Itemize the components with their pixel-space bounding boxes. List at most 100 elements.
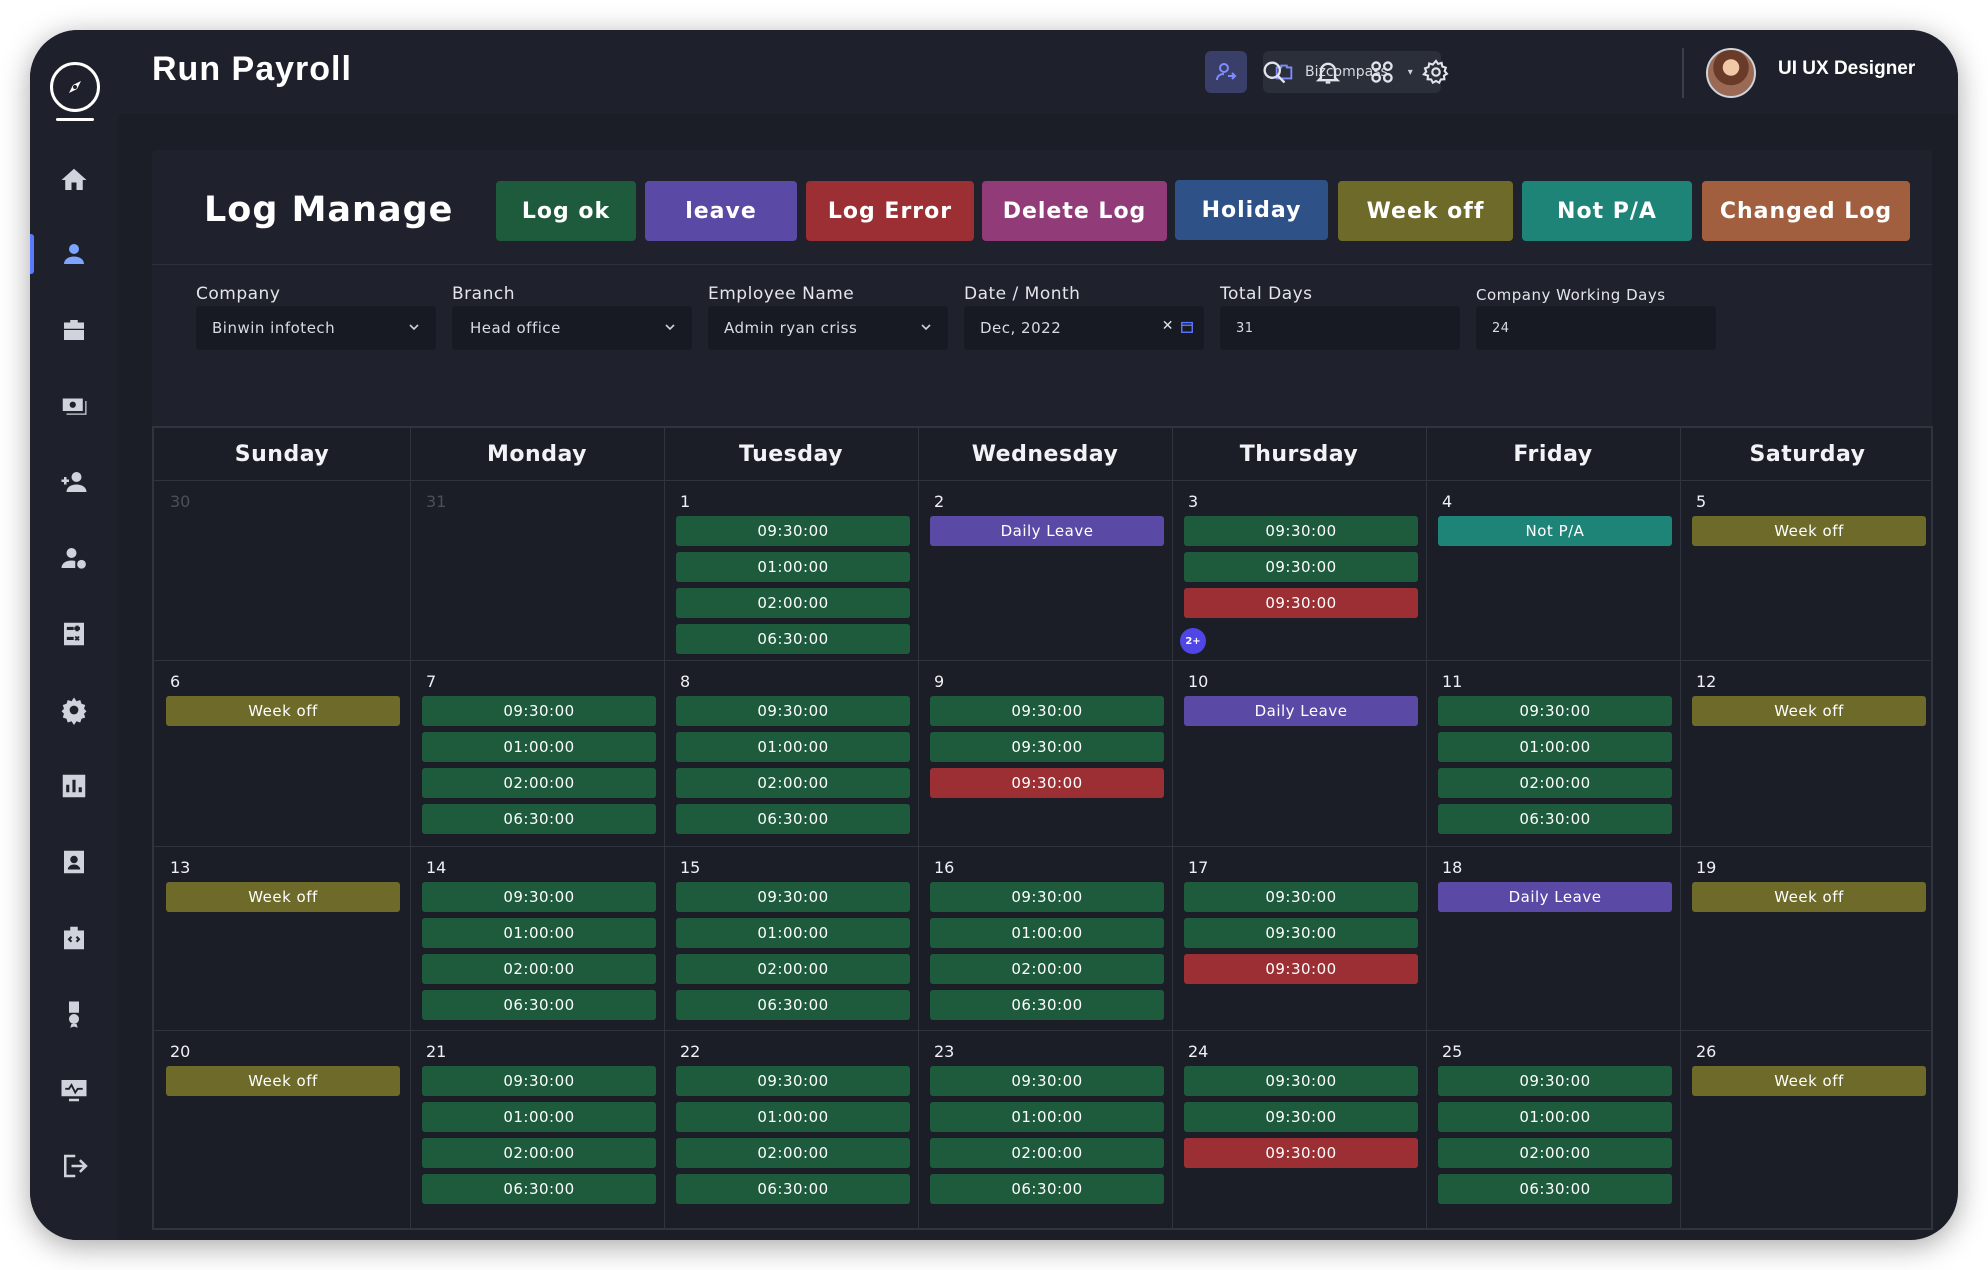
avatar[interactable] (1706, 48, 1756, 98)
legend-leave[interactable]: leave (645, 181, 797, 241)
calendar-day-cell[interactable]: 11 09:30:00 01:00:00 02:00:00 06:30:00 (1426, 660, 1680, 846)
more-entries-badge[interactable]: 2+ (1180, 628, 1206, 654)
branch-select[interactable]: Head office (452, 306, 692, 350)
log-entry-ok[interactable]: 02:00:00 (1438, 1138, 1672, 1168)
calendar-day-cell[interactable]: 3 09:30:00 09:30:00 09:30:00 2+ (1172, 480, 1426, 660)
calendar-day-cell[interactable]: 1 09:30:00 01:00:00 02:00:00 06:30:00 (664, 480, 918, 660)
log-entry-ok[interactable]: 09:30:00 (1438, 1066, 1672, 1096)
user-name[interactable]: UI UX Designer (1778, 58, 1916, 79)
add-user-icon[interactable] (50, 458, 98, 506)
log-entry-ok[interactable]: 06:30:00 (1438, 804, 1672, 834)
log-entry-ok[interactable]: 09:30:00 (676, 516, 910, 546)
log-entry-error[interactable]: 09:30:00 (1184, 588, 1418, 618)
calendar-day-cell[interactable]: 19 Week off (1680, 846, 1935, 1030)
log-entry-ok[interactable]: 01:00:00 (676, 1102, 910, 1132)
monitor-icon[interactable] (50, 1066, 98, 1114)
calendar-day-cell[interactable]: 10 Daily Leave (1172, 660, 1426, 846)
calculator-icon[interactable] (50, 610, 98, 658)
log-entry-ok[interactable]: 06:30:00 (1438, 1174, 1672, 1204)
calendar-day-cell[interactable]: 2 Daily Leave (918, 480, 1172, 660)
log-entry-ok[interactable]: 02:00:00 (1438, 768, 1672, 798)
log-entry-ok[interactable]: 06:30:00 (676, 624, 910, 654)
log-entry-weekoff[interactable]: Week off (1692, 882, 1926, 912)
id-card-icon[interactable] (50, 838, 98, 886)
calendar-day-cell[interactable]: 6 Week off (154, 660, 410, 846)
log-entry-ok[interactable]: 02:00:00 (676, 768, 910, 798)
legend-not-pa[interactable]: Not P/A (1522, 181, 1692, 241)
log-entry-weekoff[interactable]: Week off (166, 882, 400, 912)
log-entry-ok[interactable]: 01:00:00 (930, 1102, 1164, 1132)
calendar-day-cell[interactable]: 15 09:30:00 01:00:00 02:00:00 06:30:00 (664, 846, 918, 1030)
log-entry-ok[interactable]: 06:30:00 (422, 804, 656, 834)
log-entry-weekoff[interactable]: Week off (1692, 696, 1926, 726)
log-entry-ok[interactable]: 01:00:00 (676, 732, 910, 762)
log-entry-ok[interactable]: 01:00:00 (1438, 1102, 1672, 1132)
log-entry-ok[interactable]: 01:00:00 (676, 552, 910, 582)
legend-delete-log[interactable]: Delete Log (982, 181, 1167, 241)
date-picker[interactable]: Dec, 2022 ✕ (964, 306, 1204, 350)
calendar-day-cell[interactable]: 17 09:30:00 09:30:00 09:30:00 (1172, 846, 1426, 1030)
company-select[interactable]: Binwin infotech (196, 306, 436, 350)
log-entry-ok[interactable]: 06:30:00 (930, 1174, 1164, 1204)
log-entry-ok[interactable]: 09:30:00 (930, 882, 1164, 912)
apps-grid-icon[interactable] (1368, 58, 1396, 86)
settings-icon[interactable] (1421, 58, 1450, 86)
calendar-day-cell[interactable]: 24 09:30:00 09:30:00 09:30:00 (1172, 1030, 1426, 1230)
calendar-icon[interactable] (1180, 320, 1194, 334)
log-entry-ok[interactable]: 01:00:00 (930, 918, 1164, 948)
log-entry-ok[interactable]: 09:30:00 (422, 1066, 656, 1096)
legend-week-off[interactable]: Week off (1338, 181, 1513, 241)
log-entry-ok[interactable]: 01:00:00 (422, 732, 656, 762)
compass-logo-icon[interactable] (50, 62, 100, 112)
calendar-day-cell[interactable]: 9 09:30:00 09:30:00 09:30:00 (918, 660, 1172, 846)
log-entry-ok[interactable]: 02:00:00 (676, 588, 910, 618)
log-entry-leave[interactable]: Daily Leave (1184, 696, 1418, 726)
log-entry-ok[interactable]: 02:00:00 (676, 954, 910, 984)
money-icon[interactable] (50, 382, 98, 430)
log-entry-ok[interactable]: 06:30:00 (676, 1174, 910, 1204)
briefcase-icon[interactable] (50, 306, 98, 354)
log-entry-ok[interactable]: 09:30:00 (1184, 882, 1418, 912)
code-case-icon[interactable] (50, 914, 98, 962)
log-entry-ok[interactable]: 02:00:00 (930, 954, 1164, 984)
calendar-day-cell[interactable]: 16 09:30:00 01:00:00 02:00:00 06:30:00 (918, 846, 1172, 1030)
legend-log-ok[interactable]: Log ok (496, 181, 636, 241)
log-entry-ok[interactable]: 09:30:00 (1184, 1102, 1418, 1132)
calendar-day-cell[interactable]: 14 09:30:00 01:00:00 02:00:00 06:30:00 (410, 846, 664, 1030)
calendar-day-cell[interactable]: 12 Week off (1680, 660, 1935, 846)
log-entry-ok[interactable]: 09:30:00 (422, 882, 656, 912)
gear-icon[interactable] (50, 686, 98, 734)
logout-icon[interactable] (50, 1142, 98, 1190)
calendar-day-cell[interactable]: 26 Week off (1680, 1030, 1935, 1230)
log-entry-ok[interactable]: 01:00:00 (422, 918, 656, 948)
log-entry-ok[interactable]: 09:30:00 (1184, 918, 1418, 948)
log-entry-ok[interactable]: 02:00:00 (676, 1138, 910, 1168)
log-entry-ok[interactable]: 01:00:00 (422, 1102, 656, 1132)
log-entry-ok[interactable]: 06:30:00 (422, 990, 656, 1020)
calendar-day-cell[interactable]: 21 09:30:00 01:00:00 02:00:00 06:30:00 (410, 1030, 664, 1230)
log-entry-ok[interactable]: 09:30:00 (1184, 516, 1418, 546)
log-entry-ok[interactable]: 09:30:00 (930, 696, 1164, 726)
award-icon[interactable] (50, 990, 98, 1038)
bell-icon[interactable] (1314, 58, 1342, 86)
log-entry-notpa[interactable]: Not P/A (1438, 516, 1672, 546)
user-icon[interactable] (30, 230, 98, 278)
company-switcher[interactable]: Bizcompass ▾ (1263, 51, 1441, 93)
calendar-day-cell[interactable]: 4 Not P/A (1426, 480, 1680, 660)
user-settings-icon[interactable] (50, 534, 98, 582)
log-entry-ok[interactable]: 06:30:00 (676, 804, 910, 834)
calendar-day-cell[interactable]: 18 Daily Leave (1426, 846, 1680, 1030)
log-entry-error[interactable]: 09:30:00 (1184, 954, 1418, 984)
log-entry-ok[interactable]: 02:00:00 (422, 768, 656, 798)
log-entry-ok[interactable]: 06:30:00 (422, 1174, 656, 1204)
calendar-day-cell[interactable]: 31 (410, 480, 664, 660)
log-entry-ok[interactable]: 09:30:00 (1184, 1066, 1418, 1096)
legend-changed-log[interactable]: Changed Log (1702, 181, 1910, 241)
log-entry-ok[interactable]: 09:30:00 (422, 696, 656, 726)
log-entry-weekoff[interactable]: Week off (166, 696, 400, 726)
clear-icon[interactable]: ✕ (1161, 318, 1174, 334)
payroll-user-icon[interactable] (1205, 51, 1247, 93)
log-entry-leave[interactable]: Daily Leave (930, 516, 1164, 546)
working-days-field[interactable]: 24 (1476, 306, 1716, 350)
employee-select[interactable]: Admin ryan criss (708, 306, 948, 350)
